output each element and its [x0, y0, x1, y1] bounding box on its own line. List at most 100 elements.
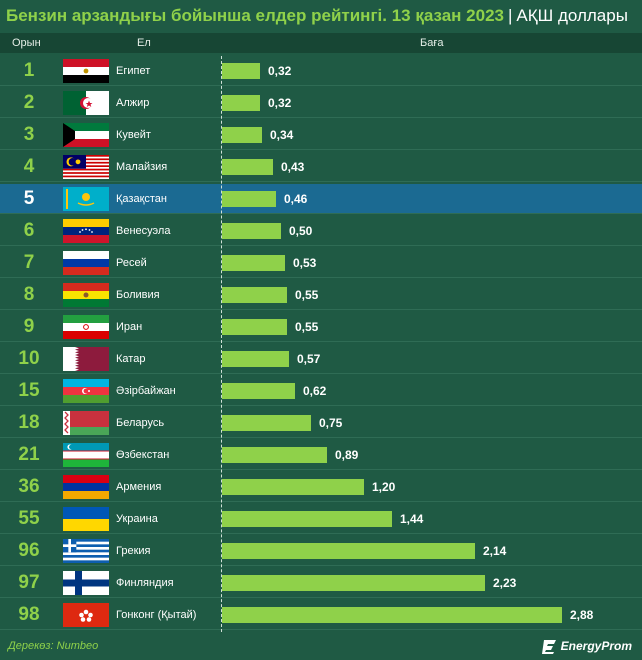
rank-label: 5 [23, 188, 35, 209]
data-label: 0,53 [293, 256, 317, 270]
header-rank: Орын [12, 37, 41, 49]
kazakhstan-flag-icon [63, 187, 109, 211]
greece-flag-icon [63, 539, 109, 563]
rank-label: 6 [23, 220, 35, 241]
ukraine-flag-icon [63, 507, 109, 531]
armenia-flag-icon [63, 475, 109, 499]
data-label: 0,46 [284, 192, 308, 206]
venezuela-flag-icon [63, 219, 109, 243]
country-label: Ресей [116, 257, 147, 269]
country-label: Малайзия [116, 161, 168, 173]
data-label: 0,62 [303, 384, 327, 398]
chart-title-main: Бензин арзандығы бойынша елдер рейтингі.… [6, 6, 504, 25]
country-label: Өзбекстан [116, 449, 170, 461]
bar [222, 543, 475, 559]
rank-label: 15 [18, 380, 40, 401]
country-label: Гонконг (Қытай) [116, 609, 197, 621]
country-label: Боливия [116, 289, 160, 301]
data-label: 2,14 [483, 544, 507, 558]
country-label: Әзірбайжан [116, 385, 176, 397]
rank-label: 55 [18, 508, 40, 529]
header-price: Баға [420, 37, 444, 49]
title-separator: | [507, 6, 513, 25]
table-row: 7 Ресей 0,53 [0, 248, 642, 278]
russia-flag-icon [63, 251, 109, 275]
table-row: 10 Катар 0,57 [0, 344, 642, 374]
energyprom-logo-icon [541, 640, 556, 654]
rank-label: 4 [23, 156, 35, 177]
table-row: 2 Алжир 0,32 [0, 88, 642, 118]
data-label: 0,89 [335, 448, 359, 462]
source-note: Дерекөз: Numbeo [8, 640, 99, 652]
rank-label: 1 [23, 60, 35, 81]
table-row: 36 Армения 1,20 [0, 472, 642, 502]
data-label: 0,32 [268, 64, 292, 78]
uzbekistan-flag-icon [63, 443, 109, 467]
table-row: 5 Қазақстан 0,46 [0, 184, 642, 214]
belarus-flag-icon [63, 411, 109, 435]
rank-label: 10 [18, 348, 40, 369]
rank-label: 96 [18, 540, 40, 561]
chart-title: Бензин арзандығы бойынша елдер рейтингі.… [6, 6, 628, 26]
rank-label: 18 [18, 412, 40, 433]
data-label: 0,75 [319, 416, 343, 430]
bar [222, 127, 262, 143]
country-label: Беларусь [116, 417, 165, 429]
chart-unit: АҚШ доллары [516, 6, 628, 25]
bar [222, 447, 327, 463]
bar [222, 287, 287, 303]
bar [222, 319, 287, 335]
iran-flag-icon [63, 315, 109, 339]
table-row: 8 Боливия 0,55 [0, 280, 642, 310]
bar [222, 63, 260, 79]
table-row: 6 Венесуэла 0,50 [0, 216, 642, 246]
data-label: 0,43 [281, 160, 305, 174]
rank-label: 21 [18, 444, 40, 465]
rank-label: 9 [23, 316, 35, 337]
country-label: Катар [116, 353, 146, 365]
country-label: Египет [116, 65, 151, 77]
bar [222, 255, 285, 271]
table-row: 9 Иран 0,55 [0, 312, 642, 342]
hongkong-flag-icon [63, 603, 109, 627]
qatar-flag-icon [63, 347, 109, 371]
table-header: Орын Ел Баға [0, 33, 642, 53]
data-label: 2,88 [570, 608, 594, 622]
country-label: Украина [116, 513, 158, 525]
country-label: Кувейт [116, 129, 151, 141]
table-row: 97 Финляндия 2,23 [0, 568, 642, 598]
bar [222, 95, 260, 111]
data-label: 0,34 [270, 128, 294, 142]
table-row: 4 Малайзия 0,43 [0, 152, 642, 182]
table-row: 55 Украина 1,44 [0, 504, 642, 534]
logo-text: EnergyProm [560, 639, 632, 653]
country-label: Венесуэла [116, 225, 171, 237]
logo: EnergyProm [541, 636, 632, 656]
malaysia-flag-icon [63, 155, 109, 179]
bar [222, 383, 295, 399]
table-row: 3 Кувейт 0,34 [0, 120, 642, 150]
data-label: 1,44 [400, 512, 424, 526]
axis-divider [221, 56, 222, 632]
table-row: 1 Египет 0,32 [0, 56, 642, 86]
country-label: Иран [116, 321, 143, 333]
data-label: 2,23 [493, 576, 517, 590]
kuwait-flag-icon [63, 123, 109, 147]
bar [222, 415, 311, 431]
bar [222, 223, 281, 239]
country-label: Қазақстан [116, 193, 167, 205]
bar [222, 351, 289, 367]
data-label: 1,20 [372, 480, 396, 494]
finland-flag-icon [63, 571, 109, 595]
egypt-flag-icon [63, 59, 109, 83]
table-row: 21 Өзбекстан 0,89 [0, 440, 642, 470]
rank-label: 8 [23, 284, 35, 305]
bar [222, 575, 485, 591]
country-label: Грекия [116, 545, 151, 557]
data-label: 0,32 [268, 96, 292, 110]
country-label: Армения [116, 481, 162, 493]
bar [222, 191, 276, 207]
bar [222, 607, 562, 623]
table-row: 18 Беларусь 0,75 [0, 408, 642, 438]
azerbaijan-flag-icon [63, 379, 109, 403]
